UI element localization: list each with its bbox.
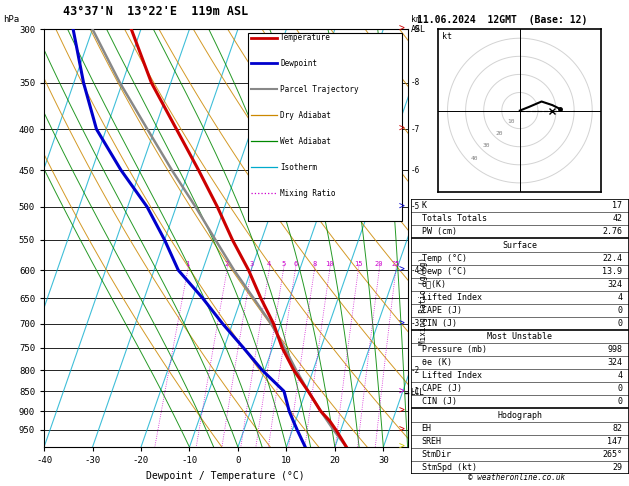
Text: 10: 10 — [508, 119, 515, 124]
Text: 8: 8 — [312, 261, 316, 267]
Text: PW (cm): PW (cm) — [421, 227, 457, 237]
Text: Hodograph: Hodograph — [498, 411, 542, 419]
Text: 10: 10 — [325, 261, 334, 267]
Text: Isotherm: Isotherm — [281, 163, 318, 172]
Text: EH: EH — [421, 424, 431, 433]
Text: >: > — [399, 386, 404, 396]
Text: CAPE (J): CAPE (J) — [421, 306, 462, 315]
Text: hPa: hPa — [3, 15, 19, 24]
Text: 4: 4 — [267, 261, 271, 267]
Text: 265°: 265° — [603, 450, 623, 459]
Text: 25: 25 — [392, 261, 400, 267]
Text: 0: 0 — [618, 306, 623, 315]
Text: 22.4: 22.4 — [603, 254, 623, 262]
Text: LCL: LCL — [411, 388, 425, 397]
Text: 147: 147 — [608, 436, 623, 446]
Text: -3: -3 — [411, 319, 420, 328]
Text: -4: -4 — [411, 266, 420, 275]
Text: -2: -2 — [411, 366, 420, 375]
Text: 324: 324 — [608, 280, 623, 289]
Text: 13.9: 13.9 — [603, 267, 623, 276]
Text: CAPE (J): CAPE (J) — [421, 384, 462, 393]
Bar — [248, 34, 402, 221]
Text: 0: 0 — [618, 398, 623, 406]
Text: 82: 82 — [613, 424, 623, 433]
Text: 4: 4 — [618, 293, 623, 302]
Text: 1: 1 — [186, 261, 190, 267]
Text: >: > — [399, 406, 404, 416]
Text: θe (K): θe (K) — [421, 358, 452, 367]
Text: Mixing Ratio (g/kg): Mixing Ratio (g/kg) — [419, 257, 428, 345]
Text: Parcel Trajectory: Parcel Trajectory — [281, 85, 359, 94]
Text: >: > — [399, 425, 404, 435]
Text: 6: 6 — [293, 261, 298, 267]
Text: 42: 42 — [613, 214, 623, 224]
Text: -9: -9 — [411, 25, 420, 34]
Text: Lifted Index: Lifted Index — [421, 293, 482, 302]
Text: Dry Adiabat: Dry Adiabat — [281, 111, 331, 120]
Text: 40: 40 — [470, 156, 478, 161]
Text: 30: 30 — [483, 143, 491, 148]
Text: -5: -5 — [411, 202, 420, 211]
Text: Temp (°C): Temp (°C) — [421, 254, 467, 262]
Text: Temperature: Temperature — [281, 33, 331, 42]
Text: kt: kt — [442, 33, 452, 41]
Text: >: > — [399, 124, 404, 134]
Text: 3: 3 — [249, 261, 253, 267]
Text: 2.76: 2.76 — [603, 227, 623, 237]
Text: StmDir: StmDir — [421, 450, 452, 459]
Text: CIN (J): CIN (J) — [421, 319, 457, 328]
Text: 29: 29 — [613, 463, 623, 472]
Text: 324: 324 — [608, 358, 623, 367]
Text: ASL: ASL — [411, 25, 426, 34]
Text: >: > — [399, 319, 404, 329]
Text: >: > — [399, 202, 404, 212]
Text: Most Unstable: Most Unstable — [487, 332, 552, 341]
Text: SREH: SREH — [421, 436, 442, 446]
Text: 998: 998 — [608, 345, 623, 354]
Text: >: > — [399, 265, 404, 275]
Text: 20: 20 — [375, 261, 384, 267]
Text: >: > — [399, 24, 404, 34]
Text: θᴄ(K): θᴄ(K) — [421, 280, 447, 289]
Text: K: K — [421, 201, 426, 210]
Text: -6: -6 — [411, 166, 420, 174]
Text: 11.06.2024  12GMT  (Base: 12): 11.06.2024 12GMT (Base: 12) — [417, 15, 587, 25]
Text: Totals Totals: Totals Totals — [421, 214, 487, 224]
Text: CIN (J): CIN (J) — [421, 398, 457, 406]
X-axis label: Dewpoint / Temperature (°C): Dewpoint / Temperature (°C) — [147, 471, 305, 481]
Text: 2: 2 — [225, 261, 229, 267]
Text: Dewpoint: Dewpoint — [281, 59, 318, 68]
Text: Surface: Surface — [503, 241, 537, 249]
Text: 15: 15 — [354, 261, 362, 267]
Text: -1: -1 — [411, 387, 420, 396]
Text: Dewp (°C): Dewp (°C) — [421, 267, 467, 276]
Text: 0: 0 — [618, 319, 623, 328]
Text: 5: 5 — [281, 261, 286, 267]
Text: 0: 0 — [618, 384, 623, 393]
Text: © weatheronline.co.uk: © weatheronline.co.uk — [468, 473, 565, 482]
Text: Mixing Ratio: Mixing Ratio — [281, 189, 336, 197]
Text: Lifted Index: Lifted Index — [421, 371, 482, 380]
Text: 4: 4 — [618, 371, 623, 380]
Text: km: km — [411, 15, 421, 24]
Text: 43°37'N  13°22'E  119m ASL: 43°37'N 13°22'E 119m ASL — [63, 4, 248, 17]
Text: -7: -7 — [411, 125, 420, 134]
Text: Wet Adiabat: Wet Adiabat — [281, 137, 331, 146]
Text: -8: -8 — [411, 78, 420, 87]
Text: Pressure (mb): Pressure (mb) — [421, 345, 487, 354]
Text: 17: 17 — [613, 201, 623, 210]
Text: >: > — [399, 442, 404, 452]
Text: 20: 20 — [495, 131, 503, 136]
Text: StmSpd (kt): StmSpd (kt) — [421, 463, 477, 472]
